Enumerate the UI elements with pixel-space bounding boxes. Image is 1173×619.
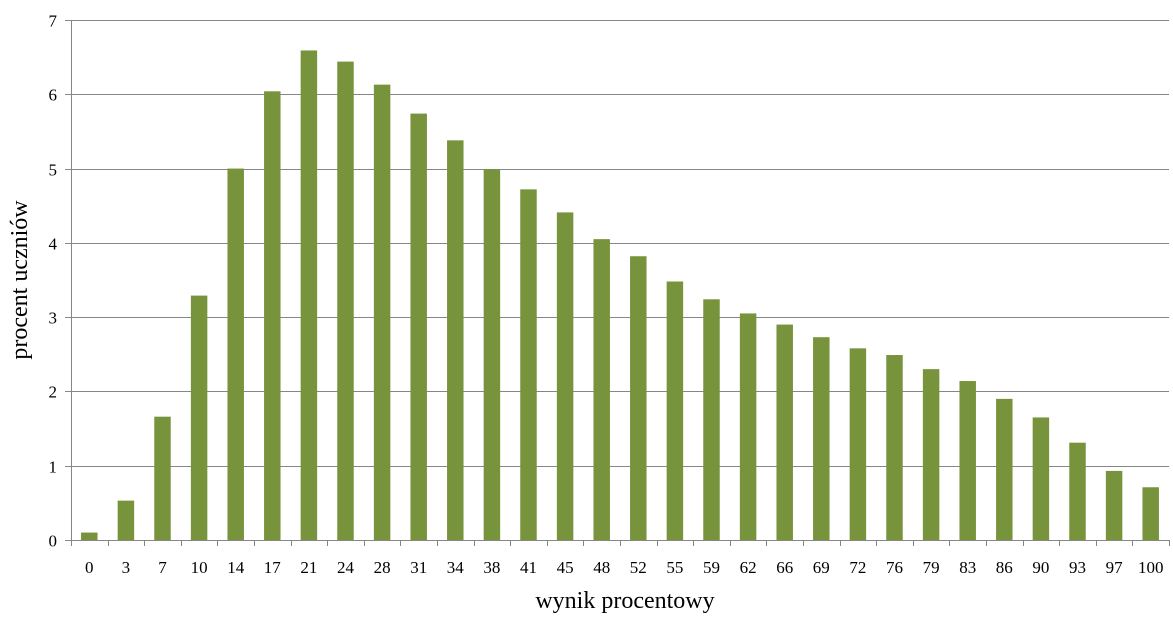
bar-21 [300,50,318,541]
bar-31 [410,113,427,540]
x-tick-label: 0 [85,558,94,577]
bar-72 [849,348,867,540]
bar-55 [666,281,684,540]
x-tick-label: 86 [996,558,1013,577]
bar-24 [337,61,354,540]
x-tick-label: 97 [1106,558,1124,577]
x-tick-label: 45 [557,558,574,577]
y-axis-title: procent uczniów [7,200,33,360]
x-tick-label: 90 [1032,558,1049,577]
bar-86 [996,398,1013,540]
gridlines [71,20,1169,467]
x-tick-label: 69 [813,558,830,577]
y-tick-label: 7 [49,12,58,31]
y-tick-label: 0 [49,532,58,551]
x-tick-label: 62 [740,558,757,577]
x-tick-label: 7 [158,558,167,577]
y-tick-labels: 0 1 2 3 4 5 6 7 [49,12,58,551]
bar-83 [959,381,976,540]
x-tick-label: 38 [483,558,500,577]
y-tick-label: 1 [49,458,58,477]
bar-97 [1105,470,1123,540]
bar-7 [154,416,171,540]
x-tick-label: 72 [849,558,866,577]
x-axis-title: wynik procentowy [535,588,714,614]
bar-79 [922,369,940,540]
axes [65,20,1170,546]
bar-66 [776,324,793,540]
bar-17 [264,91,281,540]
y-tick-label: 4 [49,235,58,254]
bar-59 [703,299,720,540]
x-tick-label: 100 [1138,558,1164,577]
x-tick-label: 21 [300,558,317,577]
x-tick-label: 14 [227,558,245,577]
x-tick-label: 3 [122,558,131,577]
x-tick-label: 24 [337,558,355,577]
x-tick-label: 52 [630,558,647,577]
y-tick-label: 2 [49,383,58,402]
x-tick-label: 93 [1069,558,1086,577]
bar-100 [1142,487,1159,540]
x-tick-label: 55 [666,558,683,577]
bar-93 [1069,442,1086,540]
y-tick-label: 6 [49,86,58,105]
y-tick-label: 5 [49,161,58,180]
x-tick-label: 28 [374,558,391,577]
bar-45 [556,212,574,540]
x-tick-label: 34 [447,558,465,577]
bar-52 [630,256,647,540]
x-tick-label: 10 [191,558,208,577]
bar-41 [520,189,537,540]
bar-34 [447,140,464,540]
bar-48 [593,239,610,540]
y-tick-label: 3 [49,309,58,328]
bar-76 [886,355,903,540]
bar-69 [813,337,830,540]
x-tick-label: 41 [520,558,537,577]
x-tick-label: 76 [886,558,903,577]
x-tick-label: 79 [923,558,940,577]
x-tick-label: 17 [264,558,282,577]
bar-28 [373,84,391,540]
x-tick-labels: 0 3 7 10 14 17 21 24 28 31 34 38 41 45 48 52 55 59 62 66 69 7… [85,558,1163,577]
bar-38 [483,169,501,540]
bar-0 [81,532,98,540]
x-tick-label: 83 [959,558,976,577]
bars [81,50,1159,541]
x-tick-label: 59 [703,558,720,577]
x-tick-label: 48 [593,558,610,577]
bar-10 [190,295,208,540]
bar-14 [227,168,244,540]
bar-62 [739,313,757,540]
x-tick-label: 66 [776,558,793,577]
bar-3 [117,500,135,540]
x-tick-label: 31 [410,558,427,577]
bar-90 [1032,417,1050,540]
